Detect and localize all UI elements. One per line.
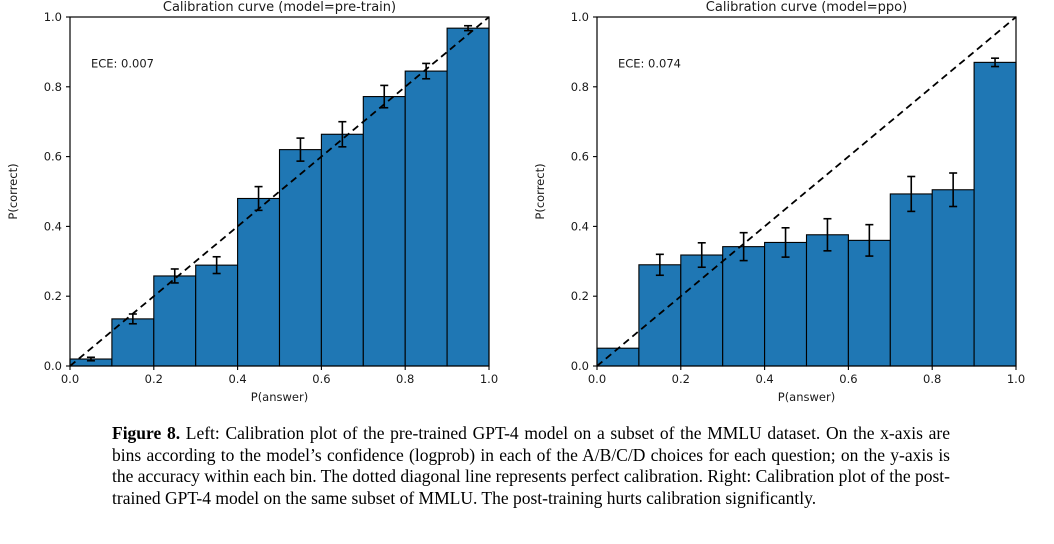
x-tick-label: 0.6 [839,372,857,386]
chart-title: Calibration curve (model=pre-train) [163,0,396,15]
ece-annotation: ECE: 0.074 [618,57,681,71]
figure-caption-label: Figure 8. [112,423,181,443]
bar [153,275,197,367]
charts-row: 0.0 0.2 0.4 0.6 0.8 1.0 0.0 0.2 0.4 0.6 0.8 1.0 Cali… [6,0,1025,404]
y-tick-label: 0.2 [44,289,62,303]
x-axis-label: P(answer) [778,390,835,404]
bar [596,347,640,367]
calibration-chart-ppo: 0.0 0.2 0.4 0.6 0.8 1.0 0.0 0.2 0.4 0.6 0.8 1.0 Cali… [533,0,1025,404]
y-tick-label: 0.6 [44,150,62,164]
bar [404,70,448,367]
x-tick-label: 1.0 [480,372,498,386]
y-tick-label: 0.8 [44,80,62,94]
y-axis-label: P(correct) [6,163,20,219]
bar [638,264,682,367]
bar [931,189,975,367]
x-tick-label: 0.2 [672,372,690,386]
bar [805,234,849,367]
figure-caption-text: Left: Calibration plot of the pre-traine… [112,423,950,508]
y-tick-label: 0.4 [44,219,62,233]
y-tick-label: 0.0 [44,359,62,373]
ece-annotation: ECE: 0.007 [91,57,154,71]
y-tick-label: 0.2 [571,289,589,303]
bar [195,264,239,367]
bar [973,61,1017,367]
bar [362,96,406,367]
y-tick-label: 1.0 [44,10,62,24]
figure-caption: Figure 8. Left: Calibration plot of the … [112,423,950,509]
bar [764,241,808,367]
axes-box [596,16,1017,367]
y-axis-label: P(correct) [533,163,547,219]
bar [889,193,933,367]
y-tick-label: 1.0 [571,10,589,24]
bar [278,149,322,367]
x-tick-label: 0.6 [312,372,330,386]
y-tick-label: 0.6 [571,150,589,164]
y-tick-label: 0.4 [571,219,589,233]
x-tick-label: 0.4 [228,372,246,386]
calibration-chart-pretrain: 0.0 0.2 0.4 0.6 0.8 1.0 0.0 0.2 0.4 0.6 0.8 1.0 Cali… [6,0,498,404]
perfect-calibration-line [596,16,1017,367]
x-tick-label: 0.8 [396,372,414,386]
axes-box [69,16,490,367]
bar [237,197,281,367]
bar [680,254,724,367]
y-tick-label: 0.0 [571,359,589,373]
x-axis-label: P(answer) [251,390,308,404]
perfect-calibration-line [69,16,490,367]
x-tick-label: 1.0 [1007,372,1025,386]
bar [722,246,766,367]
x-tick-label: 0.0 [588,372,606,386]
bar [446,27,490,367]
x-tick-label: 0.0 [61,372,79,386]
x-tick-label: 0.2 [145,372,163,386]
y-tick-label: 0.8 [571,80,589,94]
x-tick-label: 0.4 [755,372,773,386]
x-tick-label: 0.8 [923,372,941,386]
bar [847,239,891,367]
bar [320,133,364,367]
chart-title: Calibration curve (model=ppo) [706,0,907,15]
